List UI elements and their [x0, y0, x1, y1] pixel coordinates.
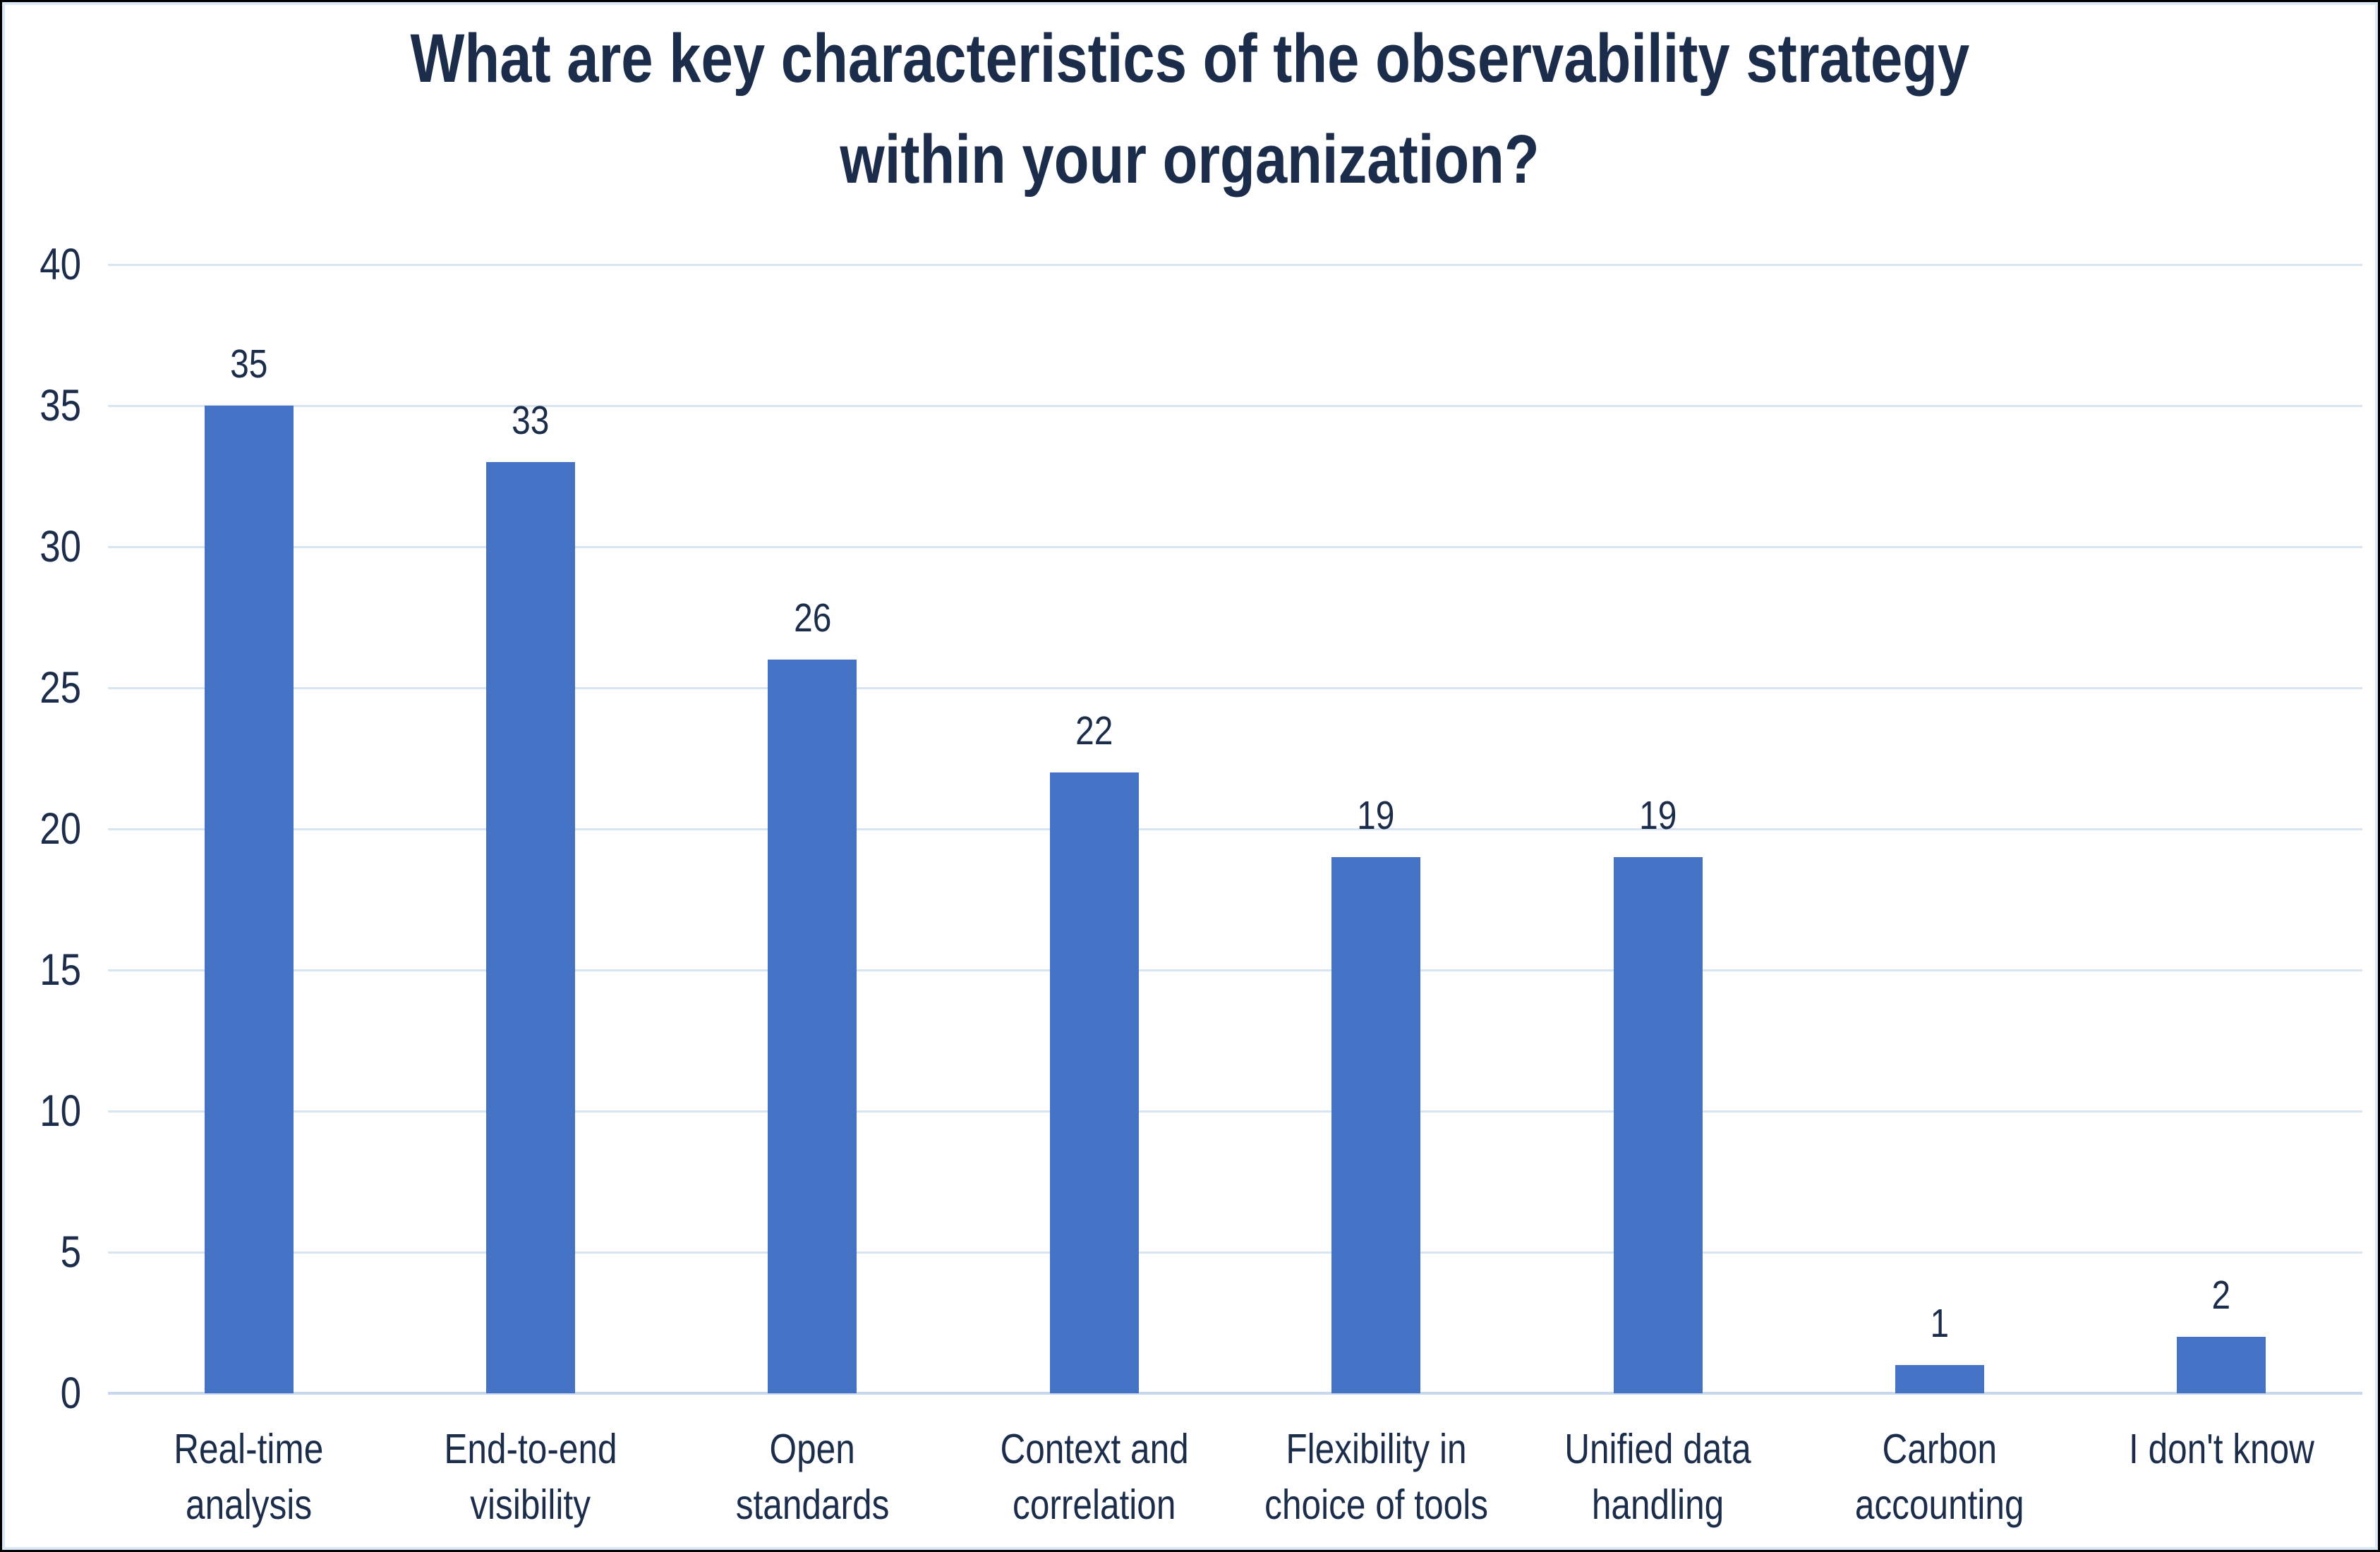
y-axis-tick-label: 30 [2, 517, 81, 576]
y-axis-tick-text: 20 [40, 804, 81, 854]
chart-title: What are key characteristics of the obse… [2, 8, 2378, 210]
y-axis-tick-label: 0 [2, 1364, 81, 1423]
y-axis-tick-text: 10 [40, 1086, 81, 1136]
bar-3 [768, 660, 857, 1393]
gridline [108, 969, 2362, 971]
y-axis-tick-label: 20 [2, 799, 81, 859]
x-axis-category-text: handling [1591, 1481, 1724, 1528]
gridline [108, 546, 2362, 548]
chart-title-line-2: within your organization? [2, 109, 2378, 210]
y-axis-tick-label: 35 [2, 376, 81, 435]
x-axis-category-line: choice of tools [1236, 1477, 1517, 1533]
bar-value-text: 33 [512, 398, 550, 443]
x-axis-category-label: Carbon accounting [1799, 1421, 2080, 1533]
bar-value-label: 33 [425, 400, 636, 441]
y-axis-tick-label: 10 [2, 1081, 81, 1141]
x-axis-category-text: Carbon [1882, 1426, 1998, 1472]
bar-6 [1613, 857, 1703, 1393]
x-axis-category-text: accounting [1855, 1481, 2024, 1528]
chart-title-line-1: What are key characteristics of the obse… [2, 8, 2378, 109]
bar-2 [486, 462, 576, 1393]
y-axis-tick-label: 40 [2, 235, 81, 294]
chart-title-text-2: within your organization? [840, 121, 1540, 198]
y-axis-tick-text: 40 [40, 240, 81, 289]
y-axis-tick-text: 35 [40, 381, 81, 430]
bar-7 [1895, 1365, 1984, 1393]
x-axis-category-label: Open standards [672, 1421, 953, 1533]
x-axis-category-text: choice of tools [1264, 1481, 1488, 1528]
x-axis-category-line: Context and [953, 1421, 1235, 1477]
y-axis-tick-text: 0 [60, 1369, 81, 1418]
x-axis-category-line: handling [1517, 1477, 1799, 1533]
bar-value-label: 2 [2115, 1275, 2327, 1316]
bar-value-text: 22 [1075, 708, 1113, 753]
bar-value-label: 22 [989, 710, 1200, 751]
x-axis-category-label: Flexibility in choice of tools [1236, 1421, 1517, 1533]
bar-value-label: 1 [1834, 1303, 2046, 1344]
x-axis-category-text: End-to-end [444, 1426, 617, 1472]
gridline [108, 264, 2362, 266]
bar-4 [1049, 772, 1139, 1393]
gridline [108, 687, 2362, 689]
gridline [108, 405, 2362, 407]
bar-1 [204, 406, 294, 1393]
y-axis-tick-text: 5 [60, 1227, 81, 1277]
gridline [108, 1251, 2362, 1254]
bar-value-label: 26 [706, 598, 918, 638]
x-axis-category-text: Flexibility in [1286, 1426, 1467, 1472]
x-axis-category-text: Open [769, 1426, 856, 1472]
y-axis-tick-label: 15 [2, 940, 81, 1000]
gridline [108, 1110, 2362, 1113]
x-axis-category-line: Real-time [108, 1421, 389, 1477]
x-axis-category-text: correlation [1013, 1481, 1176, 1528]
x-axis-category-line: I don't know [2081, 1421, 2362, 1477]
bar-value-text: 19 [1357, 793, 1395, 838]
x-axis-category-text: visibility [470, 1481, 591, 1528]
x-axis-category-line: analysis [108, 1477, 389, 1533]
bar-value-label: 19 [1552, 795, 1764, 836]
bar-8 [2177, 1337, 2266, 1393]
x-axis-category-text: standards [735, 1481, 890, 1528]
x-axis-category-text: analysis [186, 1481, 313, 1528]
bar-value-label: 19 [1270, 795, 1482, 836]
bar-value-label: 35 [143, 344, 355, 384]
x-axis-category-line: Flexibility in [1236, 1421, 1517, 1477]
y-axis-tick-text: 30 [40, 522, 81, 571]
x-axis-category-text: Context and [1000, 1426, 1189, 1472]
x-axis-category-text: I don't know [2128, 1426, 2314, 1472]
x-axis-category-text: Real-time [174, 1426, 324, 1472]
x-axis-category-line: Open [672, 1421, 953, 1477]
x-axis-category-label: End-to-end visibility [389, 1421, 671, 1533]
x-axis-category-line: standards [672, 1477, 953, 1533]
gridline [108, 828, 2362, 830]
x-axis-category-line: Unified data [1517, 1421, 1799, 1477]
bar-value-text: 26 [793, 595, 832, 641]
bar-value-text: 2 [2211, 1273, 2231, 1318]
chart-title-text-1: What are key characteristics of the obse… [410, 20, 1970, 97]
x-axis-category-label: I don't know [2081, 1421, 2362, 1477]
bar-value-text: 1 [1930, 1301, 1950, 1346]
bar-5 [1331, 857, 1421, 1393]
y-axis-tick-text: 15 [40, 945, 81, 995]
x-axis-line [108, 1392, 2362, 1395]
x-axis-category-label: Context and correlation [953, 1421, 1235, 1533]
y-axis-tick-label: 25 [2, 658, 81, 717]
x-axis-category-line: visibility [389, 1477, 671, 1533]
x-axis-category-text: Unified data [1564, 1426, 1751, 1472]
y-axis-tick-text: 25 [40, 663, 81, 713]
x-axis-category-label: Unified data handling [1517, 1421, 1799, 1533]
x-axis-category-label: Real-time analysis [108, 1421, 389, 1533]
bar-value-text: 35 [230, 341, 268, 387]
x-axis-category-line: End-to-end [389, 1421, 671, 1477]
bar-value-text: 19 [1638, 793, 1677, 838]
x-axis-category-line: accounting [1799, 1477, 2080, 1533]
y-axis-tick-label: 5 [2, 1223, 81, 1282]
x-axis-category-line: correlation [953, 1477, 1235, 1533]
x-axis-category-line: Carbon [1799, 1421, 2080, 1477]
